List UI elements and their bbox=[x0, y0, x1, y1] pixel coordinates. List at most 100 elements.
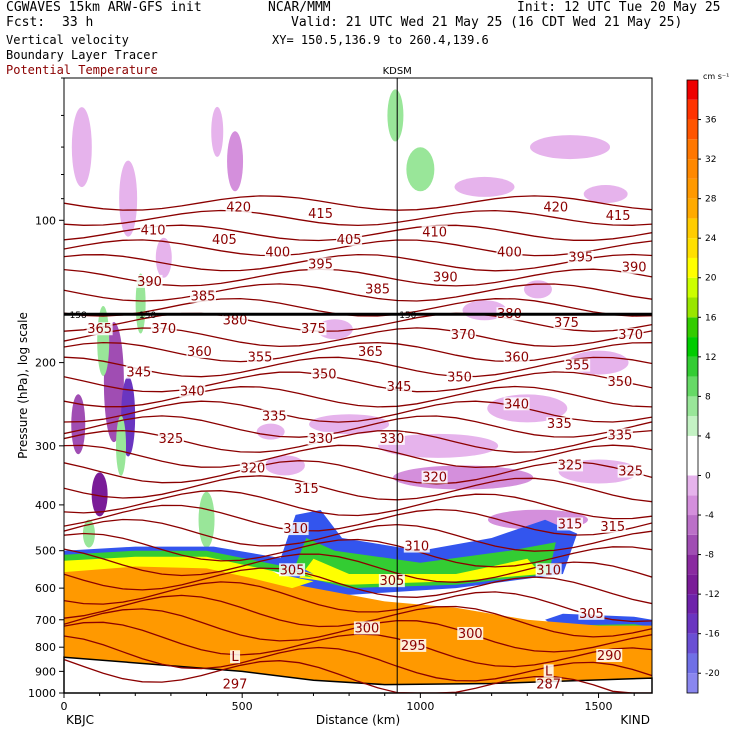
theta-label: 385 bbox=[365, 282, 390, 297]
theta-label-bg bbox=[189, 289, 216, 303]
theta-label-bg bbox=[264, 245, 291, 259]
cross-section-endpoints: XY= 150.5,136.9 to 260.4,139.6 bbox=[272, 33, 489, 47]
theta-label: 365 bbox=[358, 345, 383, 360]
theta-label-bg bbox=[282, 522, 309, 536]
velocity-blob bbox=[387, 89, 404, 142]
tropopause-label: 150 bbox=[139, 311, 156, 321]
velocity-blob bbox=[116, 415, 127, 476]
theta-contour bbox=[64, 635, 652, 682]
y-tick-label: 100 bbox=[35, 214, 56, 227]
theta-label: 390 bbox=[622, 261, 647, 276]
theta-contour bbox=[64, 444, 652, 469]
y-tick-label: 1000 bbox=[28, 687, 56, 700]
theta-label: 410 bbox=[141, 223, 166, 238]
theta-label-bg bbox=[503, 397, 530, 411]
colorbar-tick-label: 28 bbox=[705, 195, 717, 205]
colorbar-tick-label: -8 bbox=[705, 551, 714, 561]
colorbar-swatch bbox=[687, 218, 698, 239]
colorbar-swatch bbox=[687, 495, 698, 516]
theta-label-bg bbox=[140, 223, 167, 237]
theta-label-bg bbox=[606, 428, 633, 442]
theta-label-bg bbox=[222, 677, 249, 691]
theta-label-bg bbox=[150, 322, 177, 336]
theta-label: 370 bbox=[618, 328, 643, 343]
theta-label-bg bbox=[179, 384, 206, 398]
y-tick-label: 900 bbox=[35, 665, 56, 678]
velocity-blob bbox=[71, 107, 92, 188]
theta-label: 310 bbox=[404, 540, 429, 555]
theta-label-bg bbox=[496, 245, 523, 259]
theta-label-bg bbox=[357, 345, 384, 359]
theta-label: 355 bbox=[565, 359, 590, 374]
theta-label: 305 bbox=[579, 607, 604, 622]
colorbar-swatch bbox=[687, 376, 698, 397]
y-tick-label: 500 bbox=[35, 545, 56, 558]
plot-overlay: 158 150 150 KDSM bbox=[64, 66, 652, 693]
y-tick-label: 600 bbox=[35, 582, 56, 595]
x-axis-label: Distance (km) bbox=[316, 713, 400, 727]
velocity-blob bbox=[378, 433, 499, 458]
theta-label: 325 bbox=[558, 458, 583, 473]
colorbar-tick-label: 0 bbox=[705, 471, 711, 481]
theta-label-bg bbox=[353, 621, 380, 635]
colorbar-swatch bbox=[687, 297, 698, 318]
theta-label-bg bbox=[247, 350, 273, 364]
colorbar-swatch bbox=[687, 515, 698, 535]
theta-label: 380 bbox=[223, 314, 248, 329]
colorbar-swatch bbox=[687, 633, 698, 654]
theta-label-bg bbox=[307, 431, 334, 445]
velocity-blob bbox=[227, 131, 244, 192]
colorbar-swatch bbox=[687, 317, 698, 338]
velocity-blob bbox=[523, 280, 552, 299]
theta-label-bg bbox=[557, 458, 584, 472]
tropopause-label: 150 bbox=[399, 311, 416, 321]
y-axis-label: Pressure (hPa), log scale bbox=[16, 312, 30, 459]
theta-label-bg bbox=[279, 563, 306, 577]
forecast-label: Fcst: bbox=[6, 15, 46, 30]
theta-contour bbox=[64, 532, 652, 568]
theta-label-bg bbox=[336, 232, 363, 246]
theta-label: 395 bbox=[308, 257, 333, 272]
theta-label: 415 bbox=[606, 209, 631, 224]
theta-label: 390 bbox=[137, 275, 162, 290]
theta-label-bg bbox=[378, 574, 405, 588]
theta-label: 355 bbox=[248, 350, 273, 365]
theta-label-bg bbox=[225, 200, 252, 214]
field-potential-temperature: Potential Temperature bbox=[6, 63, 158, 77]
y-tick-label: 300 bbox=[35, 440, 56, 453]
plot-frame bbox=[63, 77, 653, 694]
theta-contour bbox=[64, 475, 652, 503]
colorbar-swatch bbox=[687, 594, 698, 614]
theta-label: 335 bbox=[608, 428, 633, 443]
theta-label: 287 bbox=[536, 678, 561, 693]
theta-label: 405 bbox=[337, 233, 362, 248]
theta-label: 370 bbox=[151, 322, 176, 337]
theta-contour bbox=[64, 371, 652, 393]
theta-label: 415 bbox=[308, 207, 333, 222]
theta-label-bg bbox=[86, 322, 113, 336]
colorbar-swatch bbox=[687, 574, 698, 595]
theta-label-bg bbox=[542, 200, 569, 214]
theta-label-bg bbox=[157, 431, 184, 445]
theta-label-bg bbox=[364, 282, 391, 296]
theta-label-bg bbox=[307, 207, 334, 221]
colorbar-tick-label: 4 bbox=[705, 432, 711, 442]
field-vertical-velocity: Vertical velocity bbox=[6, 33, 129, 47]
velocity-blob bbox=[530, 135, 611, 160]
theta-label: 290 bbox=[597, 649, 622, 664]
theta-label: 335 bbox=[262, 409, 287, 424]
colorbar-swatch bbox=[687, 554, 698, 575]
colorbar-unit: cm s⁻¹ bbox=[703, 72, 729, 81]
theta-label: 345 bbox=[387, 380, 412, 395]
theta-label: 350 bbox=[447, 370, 472, 385]
colorbar-tick-label: 12 bbox=[705, 353, 716, 363]
colorbar-tick-label: 24 bbox=[705, 234, 717, 244]
colorbar-tick-label: 20 bbox=[705, 274, 717, 284]
theta-label-bg bbox=[503, 350, 530, 364]
theta-label-bg bbox=[432, 270, 459, 284]
theta-label: 310 bbox=[536, 563, 561, 578]
velocity-blob bbox=[103, 322, 124, 443]
theta-label-bg bbox=[311, 367, 338, 381]
theta-label-bg bbox=[596, 648, 623, 662]
theta-label: 340 bbox=[180, 384, 205, 399]
